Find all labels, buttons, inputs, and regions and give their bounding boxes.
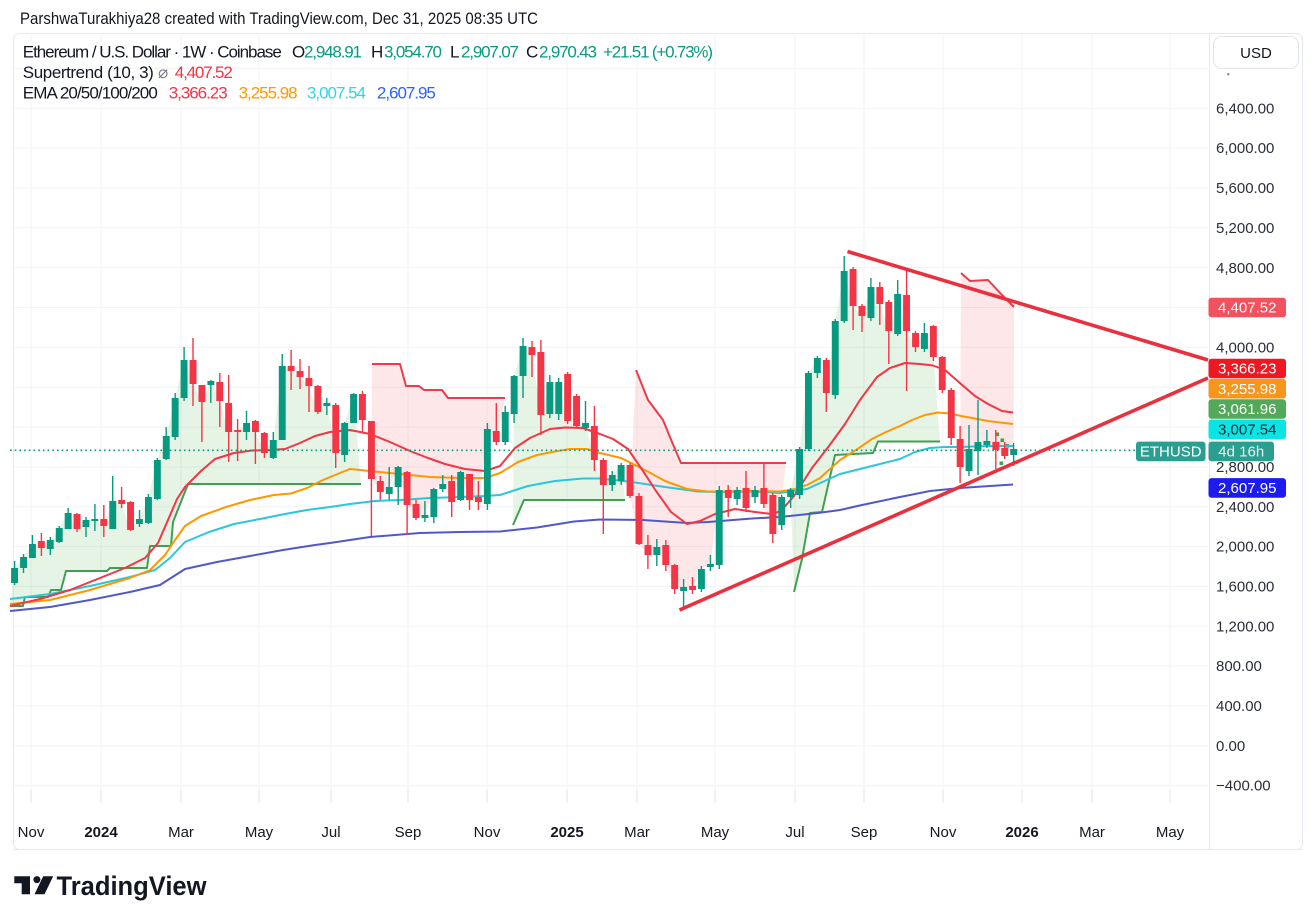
svg-text:TradingView: TradingView bbox=[57, 871, 208, 901]
svg-text:2,907.07: 2,907.07 bbox=[461, 43, 519, 62]
svg-text:0.00: 0.00 bbox=[1216, 738, 1245, 755]
svg-text:2,000.00: 2,000.00 bbox=[1216, 539, 1274, 556]
svg-text:2,607.95: 2,607.95 bbox=[377, 83, 436, 102]
svg-text:H: H bbox=[371, 43, 383, 62]
svg-text:5,600.00: 5,600.00 bbox=[1216, 180, 1274, 197]
svg-text:Supertrend (10, 3): Supertrend (10, 3) bbox=[23, 63, 154, 82]
svg-text:4,407.52: 4,407.52 bbox=[1218, 300, 1276, 317]
svg-text:4,407.52: 4,407.52 bbox=[175, 63, 233, 82]
svg-text:Sep: Sep bbox=[851, 824, 878, 841]
svg-text:3,255.98: 3,255.98 bbox=[239, 83, 298, 102]
svg-text:Ethereum / U.S. Dollar · 1W ·: Ethereum / U.S. Dollar · 1W · Coinbase bbox=[23, 43, 282, 62]
svg-text:Mar: Mar bbox=[624, 824, 650, 841]
svg-text:Nov: Nov bbox=[930, 824, 957, 841]
svg-text:1,600.00: 1,600.00 bbox=[1216, 579, 1274, 596]
svg-text:2,607.95: 2,607.95 bbox=[1218, 480, 1276, 497]
svg-text:3,054.70: 3,054.70 bbox=[384, 43, 442, 62]
svg-text:2,400.00: 2,400.00 bbox=[1216, 499, 1274, 516]
svg-text:3,061.96: 3,061.96 bbox=[1218, 401, 1276, 418]
svg-text:Nov: Nov bbox=[474, 824, 501, 841]
svg-text:3,007.54: 3,007.54 bbox=[1218, 422, 1276, 439]
svg-text:3,007.54: 3,007.54 bbox=[307, 83, 366, 102]
svg-text:3,255.98: 3,255.98 bbox=[1218, 381, 1276, 398]
svg-text:2,800.00: 2,800.00 bbox=[1216, 459, 1274, 476]
svg-text:Jul: Jul bbox=[785, 824, 804, 841]
svg-text:6,400.00: 6,400.00 bbox=[1216, 100, 1274, 117]
svg-text:Jul: Jul bbox=[321, 824, 340, 841]
svg-text:3,366.23: 3,366.23 bbox=[1218, 361, 1276, 378]
svg-text:O: O bbox=[292, 43, 305, 62]
svg-text:May: May bbox=[245, 824, 274, 841]
svg-text:⌀: ⌀ bbox=[158, 63, 168, 82]
svg-text:ETHUSD: ETHUSD bbox=[1140, 444, 1202, 461]
svg-text:5,200.00: 5,200.00 bbox=[1216, 220, 1274, 237]
svg-text:6,000.00: 6,000.00 bbox=[1216, 140, 1274, 157]
svg-text:2025: 2025 bbox=[550, 824, 583, 841]
svg-text:2026: 2026 bbox=[1005, 824, 1038, 841]
svg-text:2,970.43: 2,970.43 bbox=[539, 43, 597, 62]
svg-text:L: L bbox=[450, 43, 459, 62]
svg-text:3,366.23: 3,366.23 bbox=[169, 83, 228, 102]
svg-text:800.00: 800.00 bbox=[1216, 658, 1262, 675]
svg-text:Mar: Mar bbox=[1079, 824, 1105, 841]
svg-text:2,948.91: 2,948.91 bbox=[304, 43, 362, 62]
svg-text:May: May bbox=[701, 824, 730, 841]
svg-text:EMA 20/50/100/200: EMA 20/50/100/200 bbox=[23, 83, 158, 102]
svg-text:Mar: Mar bbox=[168, 824, 194, 841]
svg-text:400.00: 400.00 bbox=[1216, 698, 1262, 715]
svg-text:2024: 2024 bbox=[84, 824, 118, 841]
svg-text:1,200.00: 1,200.00 bbox=[1216, 618, 1274, 635]
svg-text:USD: USD bbox=[1240, 45, 1272, 62]
svg-text:+21.51 (+0.73%): +21.51 (+0.73%) bbox=[603, 43, 713, 62]
svg-text:4,000.00: 4,000.00 bbox=[1216, 339, 1274, 356]
svg-text:C: C bbox=[526, 43, 538, 62]
svg-text:−400.00: −400.00 bbox=[1216, 778, 1271, 795]
svg-text:Nov: Nov bbox=[18, 824, 45, 841]
svg-text:ParshwaTurakhiya28 created wit: ParshwaTurakhiya28 created with TradingV… bbox=[20, 9, 538, 28]
svg-text:4d 16h: 4d 16h bbox=[1218, 444, 1264, 461]
svg-text:May: May bbox=[1156, 824, 1185, 841]
svg-text:4,800.00: 4,800.00 bbox=[1216, 260, 1274, 277]
svg-text:Sep: Sep bbox=[395, 824, 422, 841]
